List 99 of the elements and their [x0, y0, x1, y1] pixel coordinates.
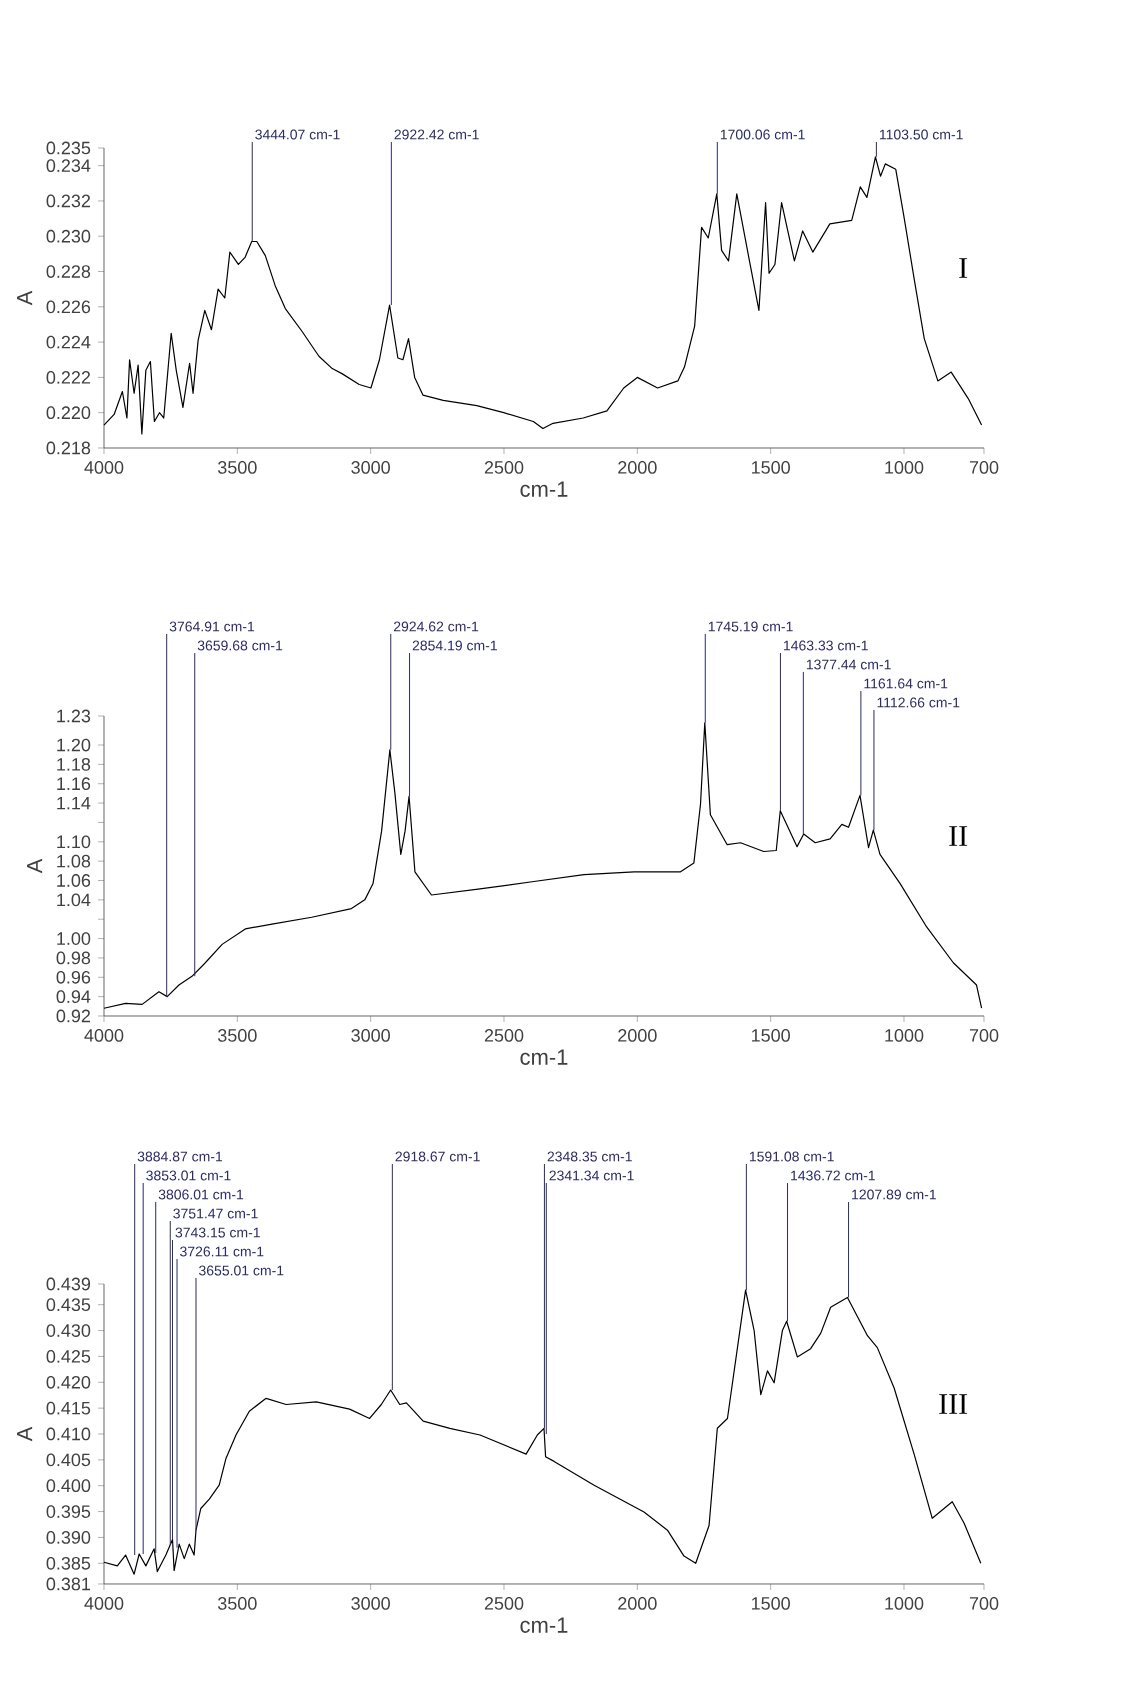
x-tick-label: 1500 [752, 461, 790, 474]
y-tick-label: 0.232 [46, 194, 90, 208]
annotation: 3743.15 cm-1 [175, 1227, 260, 1238]
x-tick-label: 1000 [885, 1597, 924, 1610]
y-tick-label: 0.222 [46, 371, 90, 384]
annotation: 3806.01 cm-1 [158, 1189, 244, 1200]
annotation: 3659.68 cm-1 [197, 640, 283, 651]
y-axis-title: A [17, 290, 33, 306]
annotation: 1436.72 cm-1 [791, 1170, 875, 1181]
annotation: 2922.42 cm-1 [394, 129, 479, 140]
x-tick-label: 2000 [618, 1029, 657, 1042]
annotation: 1745.19 cm-1 [708, 621, 793, 632]
annotation: 3884.87 cm-1 [137, 1151, 223, 1162]
y-tick-label: 0.385 [46, 1556, 91, 1570]
y-tick-label: 1.20 [57, 738, 91, 752]
annotation: 2348.35 cm-1 [547, 1151, 632, 1162]
y-tick-label: 0.425 [46, 1350, 91, 1363]
line-series [103, 156, 983, 435]
y-tick-label: 1.06 [57, 874, 91, 887]
x-tick-label: 2000 [618, 461, 657, 474]
line-series [103, 1289, 982, 1575]
annotation: 3751.47 cm-1 [173, 1208, 258, 1219]
y-tick-label: 0.230 [46, 229, 91, 243]
y-tick-label: 1.14 [57, 796, 91, 810]
y-tick-label: 0.415 [46, 1401, 91, 1415]
y-tick-label: 0.439 [46, 1277, 91, 1291]
x-tick-label: 2000 [618, 1597, 657, 1610]
x-tick-label: 2500 [484, 1597, 524, 1610]
annotation: 1161.64 cm-1 [864, 678, 948, 689]
annotation: 2918.67 cm-1 [395, 1151, 480, 1162]
y-tick-label: 0.435 [46, 1298, 91, 1312]
text: III [939, 1394, 968, 1414]
x-tick-label: 3000 [351, 1029, 390, 1042]
x-tick-label: 3500 [217, 1029, 257, 1042]
y-tick-label: 1.23 [57, 709, 91, 723]
y-tick-label: 0.235 [46, 141, 91, 155]
annotation: 3655.01 cm-1 [199, 1265, 284, 1276]
annotation: 1207.89 cm-1 [852, 1189, 936, 1200]
annotation: 1463.33 cm-1 [784, 640, 868, 651]
annotation: 1700.06 cm-1 [720, 129, 805, 140]
y-tick-label: 0.400 [46, 1479, 91, 1493]
annotation: 2341.34 cm-1 [549, 1170, 634, 1181]
x-tick-label: 3500 [217, 1597, 257, 1610]
y-tick-label: 0.234 [46, 159, 91, 173]
x-tick-label: 700 [969, 1597, 999, 1610]
y-tick-label: 1.10 [57, 835, 91, 849]
annotation: 1112.66 cm-1 [877, 697, 960, 708]
x-tick-label: 1500 [752, 1029, 790, 1042]
y-tick-label: 0.220 [46, 406, 91, 420]
x-tick-label: 2500 [484, 461, 524, 474]
x-tick-label: 4000 [84, 461, 124, 474]
annotation: 3726.11 cm-1 [180, 1246, 264, 1257]
x-tick-label: 3500 [217, 461, 257, 474]
annotation: 1103.50 cm-1 [879, 129, 963, 140]
y-tick-label: 0.395 [46, 1505, 91, 1518]
y-tick-label: 0.226 [46, 300, 91, 314]
y-tick-label: 1.08 [57, 854, 91, 868]
x-axis-title: cm-1 [520, 1049, 568, 1065]
y-tick-label: 1.04 [57, 893, 91, 907]
y-tick-label: 0.405 [46, 1453, 91, 1467]
y-tick-label: 0.92 [56, 1009, 90, 1023]
x-tick-label: 3000 [351, 1597, 390, 1610]
x-tick-label: 4000 [84, 1597, 124, 1610]
y-tick-label: 0.98 [56, 951, 91, 965]
annotation: 3444.07 cm-1 [255, 129, 340, 140]
y-tick-label: 0.381 [46, 1577, 91, 1591]
y-tick-label: 0.228 [46, 265, 91, 278]
x-tick-label: 3000 [351, 461, 390, 474]
y-tick-label: 1.18 [57, 758, 91, 771]
y-tick-label: 0.224 [46, 335, 91, 349]
x-tick-label: 1000 [885, 1029, 924, 1042]
text: I [959, 258, 968, 278]
y-tick-label: 0.410 [46, 1427, 91, 1441]
text: II [949, 826, 968, 846]
y-tick-label: 0.390 [46, 1531, 91, 1544]
line-series [103, 722, 983, 1009]
y-tick-label: 0.218 [46, 441, 91, 455]
annotation: 3764.91 cm-1 [169, 621, 255, 632]
annotation: 1377.44 cm-1 [806, 659, 891, 670]
annotation: 2854.19 cm-1 [412, 640, 497, 651]
y-tick-label: 1.00 [57, 932, 91, 945]
x-tick-label: 700 [969, 1029, 999, 1042]
x-axis-title: cm-1 [520, 1617, 568, 1633]
annotation: 3853.01 cm-1 [146, 1170, 231, 1181]
y-tick-label: 0.430 [46, 1324, 91, 1337]
annotation: 1591.08 cm-1 [749, 1151, 834, 1162]
x-tick-label: 2500 [484, 1029, 524, 1042]
annotation: 2924.62 cm-1 [393, 621, 479, 632]
y-axis-title: A [27, 858, 43, 874]
x-tick-label: 1000 [885, 461, 924, 474]
y-tick-label: 1.16 [57, 777, 91, 791]
x-tick-label: 700 [969, 461, 999, 474]
y-tick-label: 0.420 [46, 1375, 91, 1389]
x-axis-title: cm-1 [520, 481, 568, 497]
y-tick-label: 0.96 [56, 970, 91, 984]
y-axis-title: A [17, 1426, 33, 1442]
x-tick-label: 1500 [752, 1597, 790, 1610]
y-tick-label: 0.94 [56, 990, 91, 1004]
x-tick-label: 4000 [84, 1029, 124, 1042]
